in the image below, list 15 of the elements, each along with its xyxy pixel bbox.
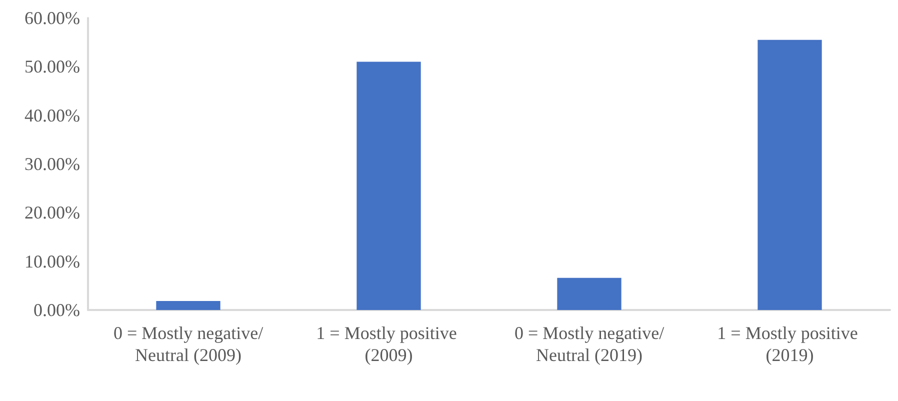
- x-tick-label: 0 = Mostly negative/Neutral (2009): [113, 323, 264, 365]
- y-tick-label: 10.00%: [24, 251, 80, 272]
- y-tick-label: 30.00%: [24, 154, 80, 174]
- x-tick-label: 0 = Mostly negative/Neutral (2019): [514, 323, 664, 365]
- bar: [758, 40, 822, 310]
- y-tick-label: 0.00%: [34, 300, 80, 320]
- bar: [557, 278, 622, 310]
- x-tick-label: 1 = Mostly positive (2019): [717, 323, 862, 365]
- y-tick-label: 50.00%: [24, 56, 80, 77]
- bar: [156, 300, 220, 310]
- y-tick-label: 20.00%: [24, 202, 80, 223]
- y-tick-label: 60.00%: [24, 8, 80, 28]
- bar: [356, 62, 421, 310]
- x-tick-label: 1 = Mostly positive (2009): [316, 323, 462, 365]
- y-tick-label: 40.00%: [24, 105, 80, 126]
